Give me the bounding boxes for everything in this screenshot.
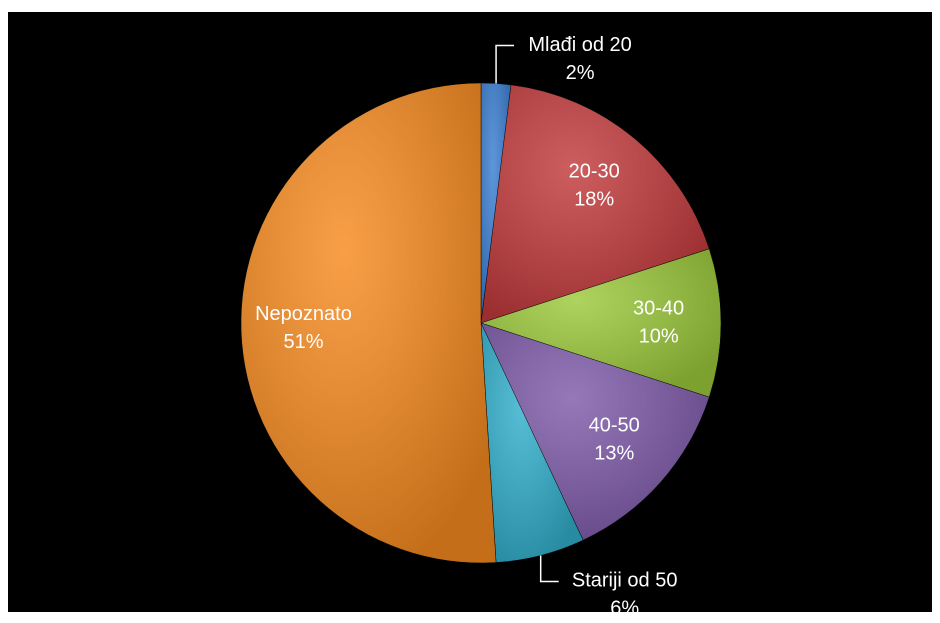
- slice-label: 30-40: [633, 297, 684, 319]
- slice-value-label: 2%: [566, 62, 595, 84]
- slice-label: 40-50: [589, 415, 640, 437]
- slice-value-label: 51%: [283, 331, 323, 353]
- slice-label: 20-30: [569, 160, 620, 182]
- leader-line: [495, 44, 515, 84]
- leader-line: [539, 555, 559, 583]
- slice-value-label: 13%: [594, 443, 634, 465]
- slice-label: Mlađi od 20: [528, 34, 631, 56]
- slice-label: Nepoznato: [255, 303, 352, 325]
- slice-value-label: 6%: [610, 598, 639, 620]
- slice-value-label: 10%: [639, 325, 679, 347]
- slice-label: Stariji od 50: [572, 570, 678, 592]
- slice-value-label: 18%: [574, 188, 614, 210]
